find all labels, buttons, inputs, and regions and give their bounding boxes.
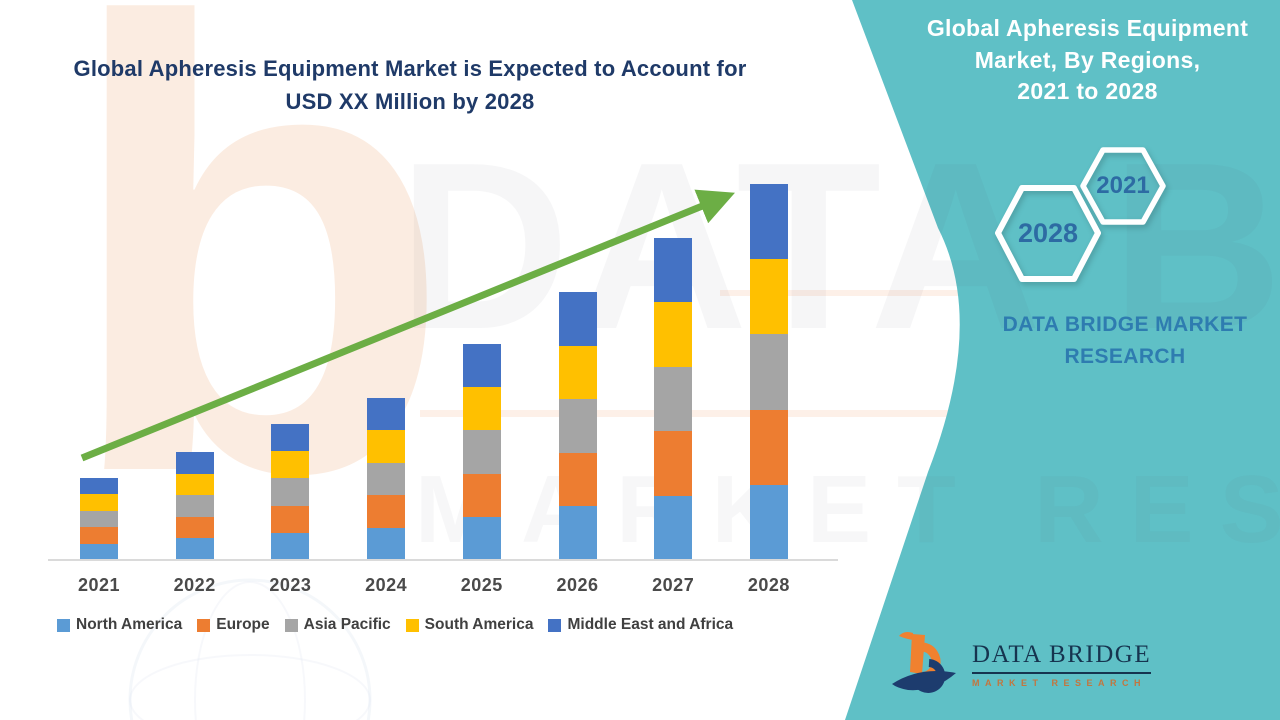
bar-segment-2021-europe <box>80 527 118 544</box>
chart-legend: North America Europe Asia Pacific South Ame… <box>57 616 733 634</box>
x-tick-2021: 2021 <box>77 575 121 595</box>
bar-segment-2026-south-america <box>558 345 597 400</box>
legend-swatch-icon <box>284 618 298 632</box>
bar-segment-2021-south-america <box>80 494 118 511</box>
legend-item-north-america: North America <box>57 616 182 634</box>
bar-segment-2022-north-america <box>175 538 214 560</box>
bar-segment-2023-asia-pacific <box>271 478 310 506</box>
bar-segment-2021-north-america <box>80 543 118 560</box>
panel-brand-line1: DATA BRIDGE MARKET <box>1002 313 1248 336</box>
bar-segment-2024-europe <box>367 495 406 528</box>
bar-segment-2022-middle-east-and-africa <box>175 452 214 474</box>
bar-segment-2028-south-america <box>749 259 788 335</box>
legend-label: North America <box>76 616 183 633</box>
panel-heading-line2: Market, By Regions, <box>974 46 1201 73</box>
x-tick-2025: 2025 <box>460 575 503 595</box>
bar-segment-2028-middle-east-and-africa <box>749 184 788 260</box>
bar-segment-2025-south-america <box>462 387 501 431</box>
bar-segment-2023-middle-east-and-africa <box>271 424 310 452</box>
watermark-text-market-research: MARKET RESEARCH <box>415 456 1280 563</box>
legend-swatch-icon <box>405 618 419 632</box>
bar-segment-2025-north-america <box>462 516 501 560</box>
x-tick-2024: 2024 <box>365 575 408 595</box>
bar-segment-2024-middle-east-and-africa <box>367 398 406 431</box>
bar-segment-2023-south-america <box>271 451 310 479</box>
bar-segment-2023-north-america <box>271 532 310 560</box>
panel-heading-line1: Global Apheresis Equipment <box>926 15 1249 41</box>
bar-segment-2027-europe <box>654 431 693 496</box>
bar-segment-2023-europe <box>271 505 310 533</box>
bar-segment-2026-north-america <box>558 506 597 560</box>
bar-segment-2022-asia-pacific <box>175 495 214 517</box>
chart-title-line1: Global Apheresis Equipment Market is Exp… <box>73 56 747 81</box>
hexagon-2021 <box>1080 147 1166 225</box>
legend-swatch-icon <box>197 618 211 632</box>
x-tick-2026: 2026 <box>556 575 599 595</box>
x-axis-line <box>48 559 838 561</box>
bar-segment-2021-asia-pacific <box>80 510 118 528</box>
bar-segment-2024-north-america <box>367 527 406 560</box>
chart-title: Global Apheresis Equipment Market is Exp… <box>40 52 780 118</box>
legend-label: Europe <box>216 616 270 633</box>
bar-segment-2027-south-america <box>654 302 693 367</box>
bar-segment-2027-asia-pacific <box>654 366 693 432</box>
legend-item-europe: Europe <box>197 616 270 634</box>
bar-segment-2022-europe <box>175 516 214 539</box>
x-tick-2022: 2022 <box>173 575 216 595</box>
bar-segment-2026-asia-pacific <box>558 399 597 453</box>
logo-name: DATA BRIDGE <box>972 641 1152 674</box>
panel-heading-line3: 2021 to 2028 <box>1017 78 1158 105</box>
bar-segment-2027-middle-east-and-africa <box>654 238 693 303</box>
chart-title-line2: USD XX Million by 2028 <box>285 89 535 114</box>
legend-item-south-america: South America <box>405 616 534 634</box>
x-tick-2027: 2027 <box>652 575 695 595</box>
bar-segment-2025-asia-pacific <box>462 430 501 474</box>
watermark-globe-icon <box>128 578 372 720</box>
legend-item-asia-pacific: Asia Pacific <box>284 616 391 634</box>
bar-segment-2022-south-america <box>175 473 214 496</box>
bar-segment-2024-asia-pacific <box>367 462 406 496</box>
legend-swatch-icon <box>548 618 562 632</box>
legend-label: Asia Pacific <box>303 616 391 633</box>
bar-segment-2026-middle-east-and-africa <box>558 292 597 346</box>
company-logo: DATA BRIDGE MARKET RESEARCH <box>888 626 1152 702</box>
hexagon-2028-label: 2028 <box>1017 218 1079 248</box>
bar-segment-2028-north-america <box>749 484 788 560</box>
legend-swatch-icon <box>57 618 70 632</box>
bar-segment-2025-europe <box>462 473 501 517</box>
watermark-band <box>420 410 1280 417</box>
hexagon-2028 <box>995 185 1101 282</box>
bar-segment-2028-asia-pacific <box>749 334 788 410</box>
data-bridge-logo-icon <box>892 632 956 693</box>
panel-brand-text: DATA BRIDGE MARKET RESEARCH <box>950 309 1280 372</box>
bar-segment-2028-europe <box>749 409 788 485</box>
bar-segment-2025-middle-east-and-africa <box>462 344 501 388</box>
legend-item-middle-east-and-africa: Middle East and Africa <box>548 616 733 634</box>
panel-brand-line2: RESEARCH <box>1064 344 1186 368</box>
bar-segment-2026-europe <box>558 452 597 507</box>
bar-segment-2027-north-america <box>654 495 693 560</box>
bar-segment-2024-south-america <box>367 430 406 463</box>
x-tick-2023: 2023 <box>269 575 312 595</box>
legend-label: South America <box>424 616 534 633</box>
bar-segment-2021-middle-east-and-africa <box>80 478 118 495</box>
legend-label: Middle East and Africa <box>567 616 734 633</box>
panel-heading: Global Apheresis Equipment Market, By Re… <box>905 13 1270 108</box>
hexagon-2021-label: 2021 <box>1096 172 1150 199</box>
x-tick-2028: 2028 <box>747 575 790 595</box>
logo-subtitle: MARKET RESEARCH <box>972 677 1147 688</box>
